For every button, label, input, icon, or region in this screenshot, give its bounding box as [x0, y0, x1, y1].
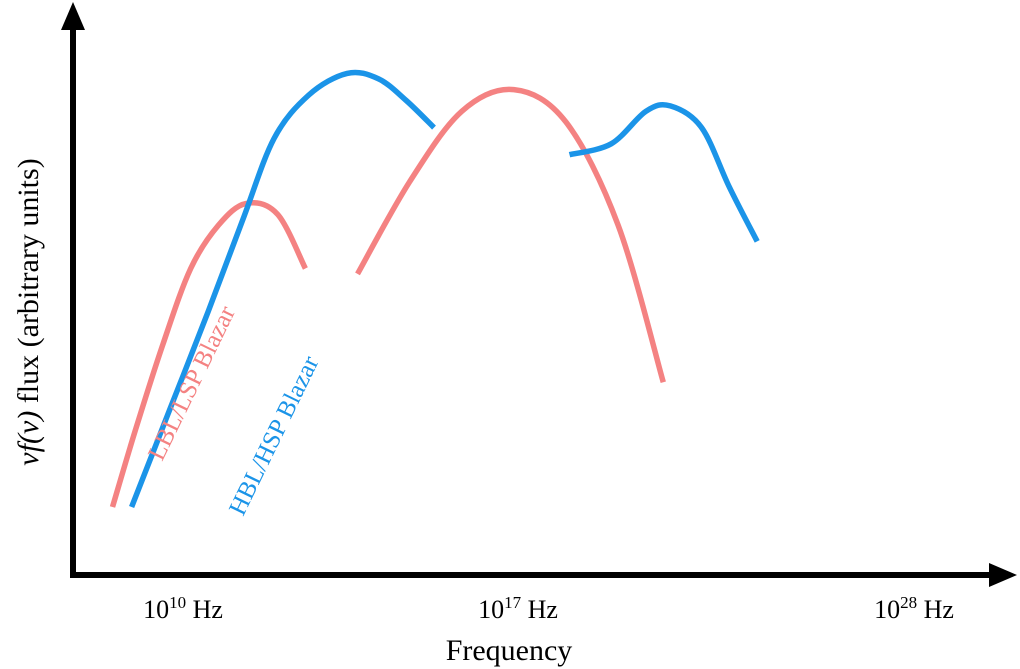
x-axis-arrowhead	[989, 563, 1017, 587]
series-0-segment-1-line	[355, 86, 666, 384]
x-axis-title: Frequency	[446, 634, 573, 667]
series-layer	[109, 69, 760, 509]
x-tick-label: 1010 Hz	[143, 593, 223, 624]
x-tick-label: 1017 Hz	[478, 593, 558, 624]
series-1-segment-0-line	[129, 69, 436, 509]
series-1-segment-1-line	[568, 101, 760, 243]
y-axis-arrowhead	[61, 2, 85, 30]
x-tick-label: 1028 Hz	[874, 593, 954, 624]
series-label-hbl: HBL/HSP Blazar	[224, 351, 325, 519]
series-0-segment-0-line	[109, 200, 308, 508]
y-axis-title: νf(ν) flux (arbitrary units)	[12, 158, 45, 465]
series-label-lbl: LBL/LSP Blazar	[143, 301, 241, 464]
